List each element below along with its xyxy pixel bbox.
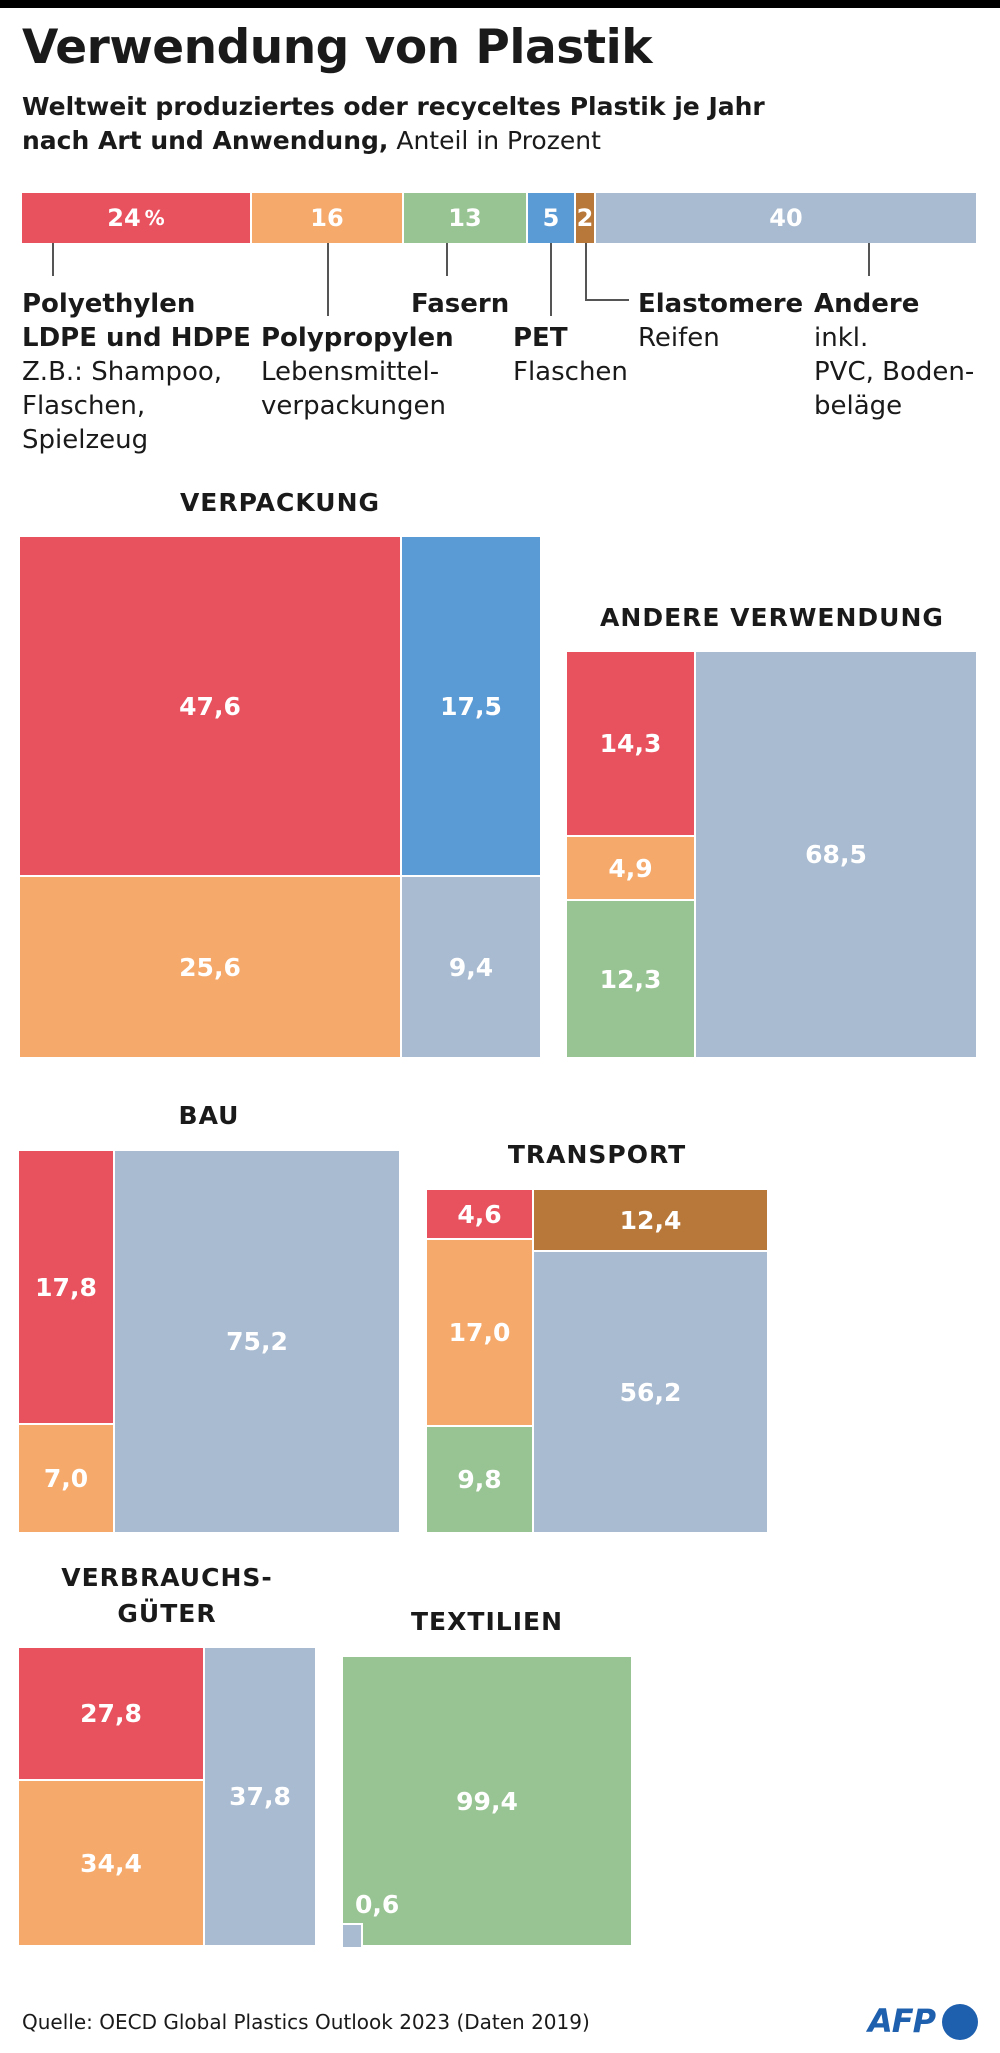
bar-segment-polyethylen: 24% (22, 193, 250, 243)
bar-value-andere: 40 (769, 204, 803, 232)
bar-value-fasern: 13 (448, 204, 482, 232)
legend-pet: PET Flaschen (513, 321, 628, 389)
leader-pet (550, 243, 552, 316)
tile-verbrauch-polypropylen: 34,4 (19, 1781, 203, 1945)
bar-segment-andere: 40 (596, 193, 976, 243)
legend-polypropylen: Polypropylen Lebensmittel- verpackungen (261, 321, 454, 423)
bar-unit: % (144, 206, 165, 230)
bar-value-elastomere: 2 (576, 204, 594, 232)
chart-title: Verwendung von Plastik (22, 20, 653, 75)
legend-desc: PVC, Boden- (814, 357, 975, 387)
legend-desc: Flaschen, (22, 391, 146, 421)
top-rule (0, 0, 1000, 8)
logo-dot-icon (942, 2004, 978, 2040)
legend-name: Polypropylen (261, 323, 454, 353)
tile-transport-polyethylen: 4,6 (427, 1190, 532, 1238)
subtitle-line-1: Weltweit produziertes oder recyceltes Pl… (22, 92, 765, 121)
tile-transport-polypropylen: 17,0 (427, 1240, 532, 1425)
leader-polypropylen (327, 243, 329, 316)
tile-verbrauch-andere: 37,8 (205, 1648, 315, 1945)
tile-bau-polypropylen: 7,0 (19, 1425, 113, 1532)
legend-name: Polyethylen (22, 289, 196, 319)
section-title-textilien: TEXTILIEN (411, 1607, 563, 1636)
tile-transport-andere: 56,2 (534, 1252, 767, 1532)
tile-verbrauch-polyethylen: 27,8 (19, 1648, 203, 1779)
legend-desc: Flaschen (513, 357, 628, 387)
legend-desc: Spielzeug (22, 425, 149, 455)
leader-elastomere-v (585, 243, 587, 301)
tile-verpackung-polypropylen: 25,6 (20, 877, 400, 1057)
legend-name: PET (513, 323, 568, 353)
section-title-verpackung: VERPACKUNG (179, 488, 381, 517)
section-title-verbrauchsgueter: VERBRAUCHS- GÜTER (19, 1560, 315, 1632)
tile-textilien-andere-label: 0,6 (355, 1890, 400, 1919)
legend-elastomere: Elastomere Reifen (638, 287, 803, 355)
tile-transport-fasern: 9,8 (427, 1427, 532, 1532)
legend-desc: beläge (814, 391, 903, 421)
tile-andere-andere: 68,5 (696, 652, 976, 1057)
tile-textilien-fasern: 99,4 (343, 1657, 631, 1945)
tile-andere-polypropylen: 4,9 (567, 837, 694, 899)
tile-verpackung-andere: 9,4 (402, 877, 540, 1057)
tile-transport-elastomere: 12,4 (534, 1190, 767, 1250)
subtitle-unit: Anteil in Prozent (388, 126, 601, 155)
section-title-bau: BAU (178, 1101, 240, 1130)
section-title-andere-verwendung: ANDERE VERWENDUNG (600, 603, 944, 632)
legend-andere: Andere inkl. PVC, Boden- beläge (814, 287, 974, 423)
section-title-line: GÜTER (117, 1599, 217, 1628)
tile-verpackung-pet: 17,5 (402, 537, 540, 875)
tile-andere-fasern: 12,3 (567, 901, 694, 1057)
chart-subtitle: Weltweit produziertes oder recyceltes Pl… (22, 90, 765, 158)
section-title-transport: TRANSPORT (507, 1140, 687, 1169)
legend-desc: Lebensmittel- (261, 357, 440, 387)
legend-desc: Reifen (638, 323, 720, 353)
legend-desc: inkl. (814, 323, 869, 353)
leader-elastomere-h (585, 299, 629, 301)
legend-polyethylen: Polyethylen LDPE und HDPE Z.B.: Shampoo,… (22, 287, 251, 457)
tile-bau-polyethylen: 17,8 (19, 1151, 113, 1423)
bar-segment-pet: 5 (528, 193, 574, 243)
tile-textilien-andere (343, 1923, 363, 1947)
legend-desc: Z.B.: Shampoo, (22, 357, 223, 387)
legend-desc: verpackungen (261, 391, 446, 421)
legend-name: Andere (814, 289, 920, 319)
bar-segment-polypropylen: 16 (252, 193, 402, 243)
bar-value-polypropylen: 16 (310, 204, 344, 232)
source-note: Quelle: OECD Global Plastics Outlook 202… (22, 2010, 590, 2034)
tile-verpackung-polyethylen: 47,6 (20, 537, 400, 875)
tile-bau-andere: 75,2 (115, 1151, 399, 1532)
tile-andere-polyethylen: 14,3 (567, 652, 694, 835)
bar-segment-fasern: 13 (404, 193, 526, 243)
leader-andere (868, 243, 870, 276)
afp-logo: AFP (868, 2002, 980, 2042)
legend-name: LDPE und HDPE (22, 323, 251, 353)
bar-value-pet: 5 (542, 204, 560, 232)
legend-fasern: Fasern (411, 287, 509, 321)
bar-value-polyethylen: 24 (107, 204, 141, 232)
legend-name: Elastomere (638, 289, 804, 319)
section-title-line: VERBRAUCHS- (61, 1563, 273, 1592)
leader-polyethylen (52, 243, 54, 276)
subtitle-line-2-bold: nach Art und Anwendung, (22, 126, 389, 155)
leader-fasern (446, 243, 448, 276)
bar-segment-elastomere: 2 (576, 193, 594, 243)
logo-text: AFP (868, 2002, 936, 2040)
legend-name: Fasern (411, 289, 510, 319)
